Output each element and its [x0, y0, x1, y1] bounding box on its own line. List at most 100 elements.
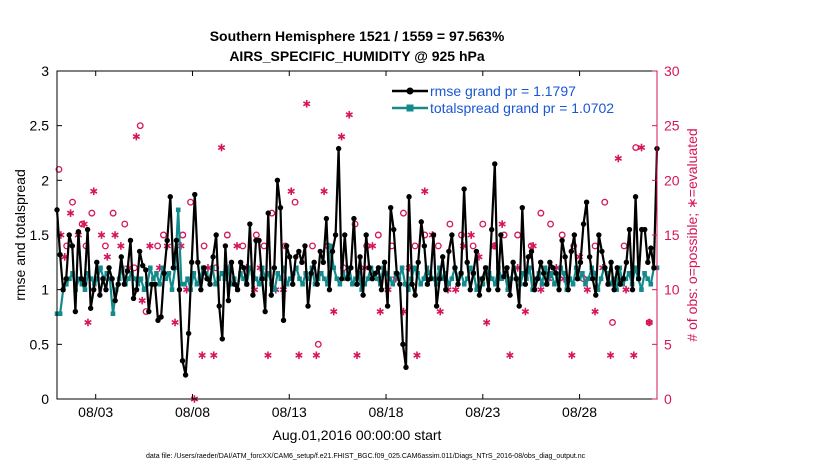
- rmse-point: [369, 276, 376, 282]
- obs-evaluated-marker: [467, 231, 475, 239]
- obs-evaluated-marker: [233, 242, 241, 250]
- rmse-point: [348, 265, 354, 271]
- totalspread-point: [147, 265, 153, 271]
- totalspread-point: [474, 287, 479, 292]
- rmse-point: [608, 259, 614, 266]
- obs-possible-marker: [434, 242, 442, 250]
- rmse-point: [559, 237, 565, 244]
- rmse-point: [84, 226, 91, 233]
- rmse-point: [195, 259, 201, 266]
- totalspread-point: [219, 270, 225, 276]
- rmse-point: [308, 270, 314, 276]
- rmse-point: [244, 281, 250, 287]
- totalspread-point: [465, 276, 470, 282]
- asterisk-stroke: [80, 221, 88, 227]
- rmse-point: [458, 270, 464, 276]
- rmse-point: [562, 254, 568, 260]
- totalspread-point: [300, 281, 305, 287]
- totalspread-point: [480, 281, 486, 287]
- rmse-point: [106, 265, 112, 271]
- rmse-point: [449, 232, 455, 238]
- obs-evaluated-marker: [436, 307, 444, 316]
- totalspread-point: [325, 281, 330, 287]
- asterisk-stroke: [506, 352, 514, 358]
- totalspread-point: [191, 270, 197, 276]
- rmse-point: [452, 265, 458, 271]
- rmse-point: [602, 265, 608, 271]
- rmse-point: [427, 276, 434, 282]
- y-right-tick-label: 0: [664, 391, 672, 407]
- rmse-point: [290, 281, 296, 287]
- totalspread-point: [294, 265, 299, 271]
- obs-evaluated-marker: [622, 285, 630, 294]
- obs-possible-marker: [160, 231, 167, 239]
- asterisk-stroke: [521, 308, 530, 315]
- obs-possible-marker: [309, 242, 316, 250]
- asterisk-stroke: [287, 188, 295, 194]
- rmse-point: [534, 276, 541, 282]
- chart-title: Southern Hemisphere 1521 / 1559 = 97.563…: [210, 28, 505, 44]
- totalspread-point: [387, 276, 392, 282]
- y-tick-label: 0: [41, 391, 49, 407]
- rmse-point: [645, 259, 651, 266]
- rmse-point: [488, 226, 495, 233]
- rmse-point: [531, 286, 538, 293]
- asterisk-stroke: [436, 308, 444, 315]
- obs-possible-marker: [121, 220, 129, 228]
- obs-evaluated-marker: [80, 220, 88, 228]
- asterisk-stroke: [568, 352, 576, 358]
- rmse-point: [75, 229, 82, 235]
- y-tick-label: 0.5: [30, 336, 50, 352]
- rmse-point: [256, 237, 262, 244]
- obs-possible-marker: [291, 198, 299, 206]
- totalspread-point: [350, 281, 355, 287]
- totalspread-point: [390, 281, 396, 287]
- totalspread-point: [175, 207, 181, 213]
- rmse-point: [522, 281, 529, 287]
- rmse-point: [577, 259, 584, 266]
- asterisk-stroke: [302, 101, 311, 107]
- rmse-point: [87, 305, 94, 311]
- ticks-layer: 08/03 08/08 08/13 08/18 08/23 08/28 0 0.5 1 1.5 2 2…: [30, 63, 680, 420]
- rmse-point: [118, 254, 124, 260]
- obs-evaluated-marker: [210, 351, 218, 360]
- obs-evaluated-marker: [537, 285, 545, 294]
- rmse-point: [158, 314, 164, 320]
- totalspread-point: [113, 287, 119, 292]
- plot-area: [57, 71, 657, 399]
- totalspread-point: [499, 276, 504, 282]
- rmse-point: [100, 276, 106, 282]
- rmse-point: [430, 232, 437, 238]
- totalspread-point: [281, 265, 287, 271]
- totalspread-point: [549, 270, 554, 276]
- rmse-point: [363, 232, 369, 238]
- obs-evaluated-marker: [345, 110, 353, 119]
- obs-evaluated-marker: [482, 318, 491, 327]
- rmse-point: [146, 308, 152, 315]
- rmse-point: [433, 303, 440, 309]
- rmse-point: [167, 194, 173, 200]
- asterisk-stroke: [614, 155, 622, 162]
- asterisk-stroke: [132, 134, 141, 140]
- totalspread-point: [256, 281, 262, 287]
- totalspread-point: [185, 276, 190, 282]
- rmse-point: [234, 286, 241, 293]
- obs-evaluated-marker: [376, 307, 384, 316]
- rmse-point: [599, 248, 605, 255]
- asterisk-stroke: [376, 308, 384, 315]
- obs-possible-marker: [547, 220, 554, 228]
- y-right-tick-label: 30: [664, 63, 680, 79]
- totalspread-point: [505, 287, 511, 292]
- obs-possible-marker: [200, 242, 208, 250]
- rmse-point: [375, 265, 382, 271]
- totalspread-point: [334, 276, 340, 282]
- rmse-point: [60, 286, 66, 293]
- totalspread-point: [446, 281, 452, 287]
- obs-possible-marker: [479, 220, 487, 228]
- totalspread-point: [110, 311, 116, 317]
- totalspread-point: [151, 276, 156, 282]
- asterisk-stroke: [117, 243, 125, 249]
- totalspread-point: [126, 276, 131, 282]
- rmse-point: [461, 186, 467, 192]
- rmse-point: [651, 265, 657, 271]
